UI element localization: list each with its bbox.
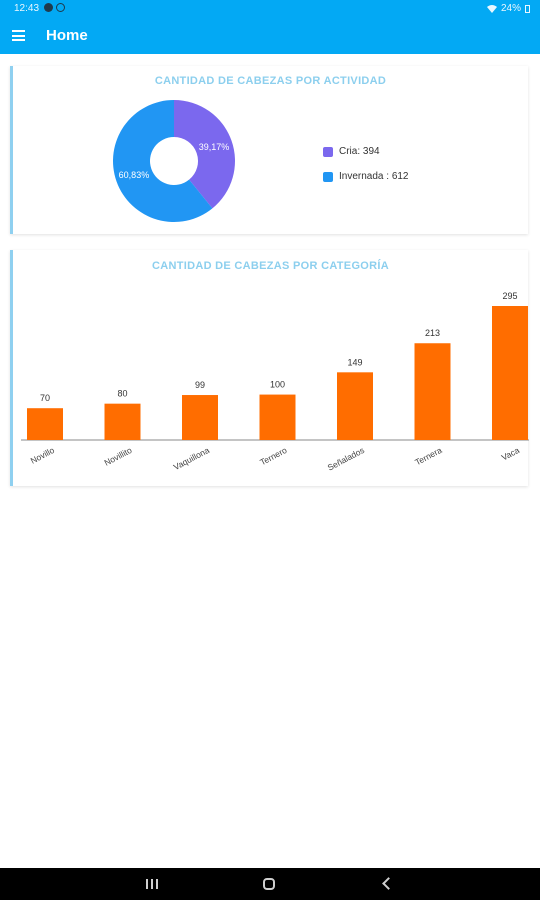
activity-chart-card: CANTIDAD DE CABEZAS POR ACTIVIDAD 39,17%… xyxy=(10,66,528,234)
bar-value-label: 100 xyxy=(270,380,285,390)
donut-label-cria: 39,17% xyxy=(199,142,230,152)
legend-item-invernada: Invernada : 612 xyxy=(323,171,409,182)
legend-item-cria: Cria: 394 xyxy=(323,146,409,157)
status-bar: 12:43 24% xyxy=(0,0,540,18)
bar-value-label: 70 xyxy=(40,393,50,403)
bar-ternera xyxy=(414,343,451,440)
home-button[interactable] xyxy=(263,878,275,890)
bar-value-label: 80 xyxy=(117,389,127,399)
status-time: 12:43 xyxy=(14,3,40,14)
app-bar: Home xyxy=(0,18,540,54)
x-tick-label: Ternero xyxy=(258,445,288,467)
x-tick-label: Novillito xyxy=(102,445,133,468)
wifi-icon xyxy=(486,4,497,13)
x-tick-label: Ternera xyxy=(413,445,443,467)
bar-ternero xyxy=(259,394,296,440)
bar-value-label: 99 xyxy=(195,380,205,390)
notification-icons xyxy=(44,3,65,12)
bar-señalados xyxy=(337,372,373,440)
battery-icon xyxy=(525,4,530,13)
bar-value-label: 149 xyxy=(347,357,362,367)
activity-donut-chart: 39,17% 60,83% xyxy=(112,100,235,223)
back-button[interactable] xyxy=(382,877,395,890)
status-right: 24% xyxy=(486,3,530,14)
bar-value-label: 213 xyxy=(425,328,440,338)
sync-icon xyxy=(56,3,65,12)
bar-vaquillona xyxy=(182,395,218,440)
page-title: Home xyxy=(46,27,88,44)
category-chart-title: CANTIDAD DE CABEZAS POR CATEGORÍA xyxy=(151,260,390,272)
category-chart-card: CANTIDAD DE CABEZAS POR CATEGORÍA 70 Novi… xyxy=(10,250,529,486)
bar-novillito xyxy=(104,403,141,440)
category-bar-chart: 70 Novillo 80 Novillito 99 Vaquillona 100 Terne… xyxy=(21,291,529,473)
bar-vaca xyxy=(492,306,528,440)
bar-novillo xyxy=(27,408,63,440)
legend-swatch-cria xyxy=(323,146,333,157)
donut-label-invernada: 60,83% xyxy=(119,170,150,180)
activity-legend: Cria: 394 Invernada : 612 xyxy=(323,146,409,196)
battery-percent: 24% xyxy=(500,3,521,14)
notification-icon xyxy=(44,3,53,12)
x-tick-label: Vaca xyxy=(500,445,521,463)
bar-value-label: 295 xyxy=(502,291,517,301)
legend-label-cria: Cria: 394 xyxy=(339,146,380,157)
x-tick-label: Novillo xyxy=(29,445,56,466)
system-nav-bar xyxy=(0,868,540,900)
menu-icon[interactable] xyxy=(12,30,25,41)
activity-chart-title: CANTIDAD DE CABEZAS POR ACTIVIDAD xyxy=(154,75,387,87)
donut-slice-invernada xyxy=(112,100,213,223)
x-tick-label: Señalados xyxy=(326,445,366,473)
legend-swatch-invernada xyxy=(323,171,333,182)
x-tick-label: Vaquillona xyxy=(172,445,211,472)
donut-slice-cria xyxy=(174,100,235,209)
legend-label-invernada: Invernada : 612 xyxy=(339,171,409,182)
recents-button[interactable] xyxy=(146,879,158,889)
